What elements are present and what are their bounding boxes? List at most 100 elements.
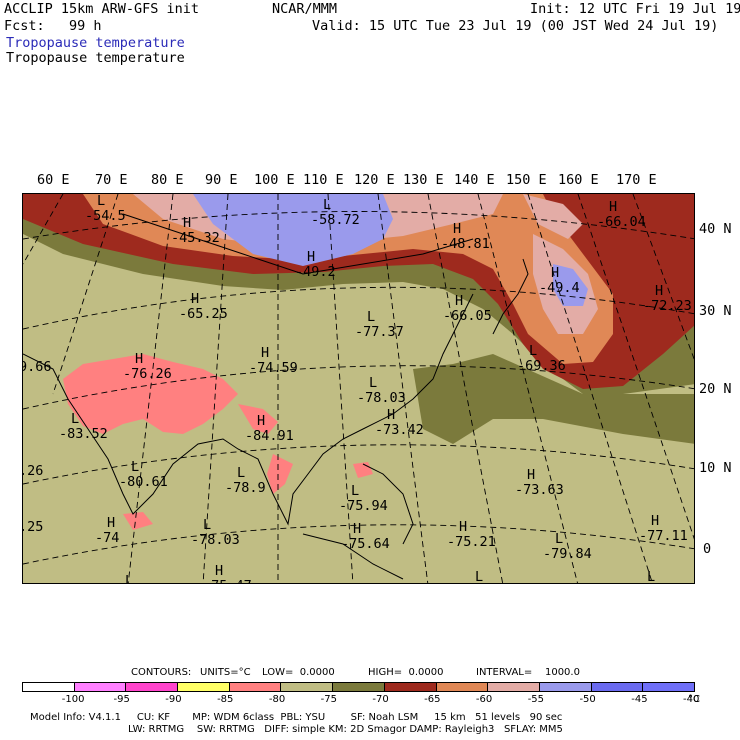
purple-core-asia <box>193 194 393 266</box>
graticule-line <box>632 194 694 360</box>
coastline-japan <box>492 258 529 335</box>
color-bar-swatch <box>643 683 694 691</box>
center-letter: L <box>529 343 538 359</box>
graticule-line <box>23 524 694 565</box>
graticule-line <box>577 194 694 540</box>
color-bar-swatch <box>591 683 644 691</box>
color-bar-tick-label: -55 <box>527 694 545 705</box>
color-bar-swatch <box>74 683 127 691</box>
center-letter: L <box>367 309 376 325</box>
lon-label: 60 E <box>37 172 70 188</box>
coastline-borneo <box>302 533 404 580</box>
pressure-center-label: H -49.2 <box>295 250 336 280</box>
color-bar-swatch <box>23 683 75 691</box>
pressure-center-label: L -58.72 <box>311 198 360 228</box>
pressure-center-label: H -72.23 <box>643 284 692 314</box>
org-label: NCAR/MMM <box>272 1 338 17</box>
center-letter: L <box>323 197 332 213</box>
lon-label: 130 E <box>403 172 444 188</box>
color-bar-swatch <box>281 683 334 691</box>
graticule-line <box>23 286 694 330</box>
center-value: .25 <box>23 519 44 535</box>
pressure-center-label: H -76.26 <box>123 352 172 382</box>
center-letter: H <box>655 283 664 299</box>
center-letter: H <box>257 413 266 429</box>
lon-label: 150 E <box>506 172 547 188</box>
pressure-center-label: H-75.47 <box>203 564 252 584</box>
pressure-center-label: L -78.9 <box>225 466 266 496</box>
center-value: -49.2 <box>295 264 336 280</box>
center-value: -66.05 <box>443 308 492 324</box>
pressure-center-label: H -84.91 <box>245 414 294 444</box>
color-bar-swatch <box>384 683 437 691</box>
color-bar-tick-label: -70 <box>372 694 389 705</box>
color-bar-swatch <box>488 683 540 691</box>
color-bar-swatch <box>333 683 385 691</box>
center-value: -75.94 <box>339 498 388 514</box>
pressure-center-label: H -75.64 <box>341 522 390 552</box>
salmon-patch-sri-lanka <box>123 512 153 530</box>
center-value: -45.32 <box>171 230 220 246</box>
color-bar-tick-label: -90 <box>165 694 182 705</box>
map-panel: L -54.5 L -58.72 H -45.32 H -48.81 H -66.04 H -49.2… <box>22 193 695 584</box>
center-value: -77.37 <box>355 324 404 340</box>
center-letter: L <box>125 573 134 584</box>
graticule-line <box>527 194 653 583</box>
lon-label: 140 E <box>454 172 495 188</box>
center-letter: H <box>455 293 464 309</box>
center-value: -76.26 <box>123 366 172 382</box>
pressure-center-label: H -74 <box>95 516 119 546</box>
pressure-center-label: .25 <box>23 519 44 535</box>
graticule-line <box>23 194 64 265</box>
color-bar-tick-label: -80 <box>268 694 286 705</box>
color-bar-swatch <box>539 683 592 691</box>
color-bar-tick-label: -95 <box>113 694 130 705</box>
center-letter: H <box>387 407 396 423</box>
center-value: -73.63 <box>515 482 564 498</box>
center-value: -54.5 <box>85 208 126 224</box>
center-value: -58.72 <box>311 212 360 228</box>
center-value: -72.23 <box>643 298 692 314</box>
color-bar-swatch <box>436 683 489 691</box>
center-letter: H <box>261 345 270 361</box>
graticule-line <box>327 194 354 583</box>
graticule-line <box>477 194 578 583</box>
pressure-center-label: H -66.05 <box>443 294 492 324</box>
pressure-center-label: L -79.84 <box>543 532 592 562</box>
center-letter: H <box>459 519 468 535</box>
salmon-patch-indochina <box>267 454 293 494</box>
border-north <box>122 213 474 275</box>
pressure-center-label: L -54.5 <box>85 194 126 224</box>
pink-patch-northeast <box>523 194 583 239</box>
center-letter: L <box>647 569 656 584</box>
valid-time: Valid: 15 UTC Tue 23 Jul 19 (00 JST Wed … <box>312 18 719 34</box>
center-letter: L <box>475 569 484 584</box>
center-value: -69.36 <box>517 358 566 374</box>
color-bar-swatch <box>229 683 282 691</box>
color-bar-tick-label: -45 <box>631 694 648 705</box>
center-letter: L <box>555 531 564 547</box>
salmon-patch-india <box>63 354 238 434</box>
color-bar-tick-label: -50 <box>579 694 596 705</box>
dark-olive-band-pacific <box>413 354 694 444</box>
field-title-shaded: Tropopause temperature <box>6 35 185 51</box>
center-letter: L <box>369 375 378 391</box>
pressure-center-label: H -65.25 <box>179 292 228 322</box>
center-value: -78.03 <box>191 532 240 548</box>
color-bar-tick-label: -75 <box>320 694 337 705</box>
pressure-center-label: L -78.03 <box>191 518 240 548</box>
contours-label: CONTOURS: <box>131 667 192 678</box>
pressure-center-label: L-73.28 <box>113 574 162 584</box>
contours-high: HIGH= 0.0000 <box>368 667 444 678</box>
lon-label: 110 E <box>303 172 344 188</box>
color-bar-swatch <box>126 683 179 691</box>
forecast-hour: Fcst: 99 h <box>4 18 102 34</box>
center-value: -65.25 <box>179 306 228 322</box>
center-value: -49.4 <box>539 280 580 296</box>
color-bar-tick-label: -85 <box>217 694 234 705</box>
pressure-center-label: L -83.52 <box>59 412 108 442</box>
center-value: -79.84 <box>543 546 592 562</box>
contours-low: LOW= 0.0000 <box>262 667 335 678</box>
pressure-center-label: L -75.94 <box>339 484 388 514</box>
color-bar-tick-label: -100 <box>61 694 85 705</box>
